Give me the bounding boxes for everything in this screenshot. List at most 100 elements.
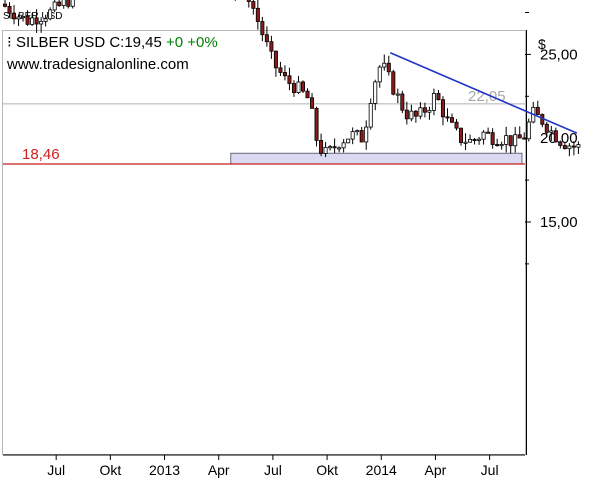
- candle-body: [264, 34, 269, 43]
- x-tick-label: Jul: [264, 462, 282, 478]
- y-tick-label: 15,00: [540, 214, 578, 231]
- candle-body: [66, 0, 71, 7]
- candle-body: [522, 137, 527, 140]
- candle-body: [282, 72, 287, 77]
- candle-body: [48, 9, 53, 20]
- candle-body: [355, 130, 360, 133]
- candle-body: [291, 83, 296, 93]
- candle-body: [490, 132, 495, 145]
- candle-body: [332, 146, 337, 149]
- candle-body: [418, 107, 423, 117]
- candle-body: [296, 81, 301, 93]
- candle-body: [504, 135, 509, 145]
- candle-body: [571, 145, 576, 148]
- candle-body: [562, 145, 567, 150]
- candle-body: [481, 131, 486, 140]
- candle-body: [526, 121, 531, 140]
- candle-body: [346, 138, 351, 144]
- candle-body: [30, 17, 35, 25]
- candle-body: [544, 123, 549, 133]
- candle-body: [463, 141, 468, 144]
- candle-body: [567, 145, 572, 150]
- candle-body: [377, 66, 382, 83]
- candle-body: [25, 16, 30, 25]
- candle-body: [269, 41, 274, 52]
- candle-body: [558, 141, 563, 146]
- candle-body: [255, 7, 260, 22]
- candle-body: [495, 144, 500, 147]
- candle-body: [364, 126, 369, 143]
- candle-body: [341, 142, 346, 149]
- candle-body: [391, 71, 396, 95]
- candle-body: [477, 138, 482, 141]
- unit-label: $: [538, 36, 546, 52]
- candle-body: [395, 93, 400, 96]
- lower-level-label: 18,46: [22, 146, 60, 163]
- candle-body: [468, 139, 473, 143]
- candle-body: [70, 0, 75, 7]
- candle-body: [422, 107, 427, 113]
- candle-body: [445, 116, 450, 119]
- candle-body: [431, 93, 436, 111]
- candle-body: [39, 20, 44, 25]
- y-tick-label: 25,00: [540, 46, 578, 63]
- candle-body: [323, 147, 328, 154]
- candle-body: [359, 130, 364, 143]
- candle-body: [260, 21, 265, 36]
- price-axis-line: [526, 30, 527, 455]
- candle-body: [382, 62, 387, 68]
- candle-body: [314, 107, 319, 141]
- candle-body: [549, 130, 554, 133]
- candle-body: [400, 93, 405, 111]
- candle-body: [319, 140, 324, 154]
- x-tick-label: 2013: [149, 462, 180, 478]
- candle-body: [12, 12, 17, 20]
- candle-body: [287, 75, 292, 84]
- x-tick-label: Jul: [481, 462, 499, 478]
- candle-body: [454, 121, 459, 129]
- candle-body: [300, 81, 305, 92]
- candle-body: [61, 0, 66, 6]
- toolbar-handle-icon[interactable]: ⁝: [7, 34, 12, 51]
- candle-body: [350, 131, 355, 140]
- x-tick-label: Apr: [425, 462, 447, 478]
- candle-body: [57, 1, 62, 6]
- x-tick-label: 2014: [366, 462, 397, 478]
- y-tick-label: 20,00: [540, 130, 578, 147]
- candle-body: [472, 139, 477, 142]
- candle-body: [34, 17, 39, 25]
- upper-level-label: 22,05: [468, 88, 506, 105]
- candle-body: [3, 3, 8, 7]
- candle-body: [459, 127, 464, 143]
- candle-body: [273, 50, 278, 69]
- candle-body: [409, 110, 414, 120]
- candle-body: [246, 0, 251, 2]
- chart-tab-title[interactable]: SILBER USD: [3, 11, 63, 22]
- candle-body: [278, 67, 283, 73]
- resistance-trendline: [389, 51, 578, 134]
- candle-body: [576, 144, 581, 148]
- candle-body: [436, 93, 441, 101]
- source-url[interactable]: www.tradesignalonline.com: [7, 56, 189, 73]
- x-tick-label: Apr: [208, 462, 230, 478]
- candle-body: [386, 62, 391, 73]
- candle-body: [305, 90, 310, 99]
- candle-body: [513, 134, 518, 147]
- candle-body: [251, 1, 256, 9]
- candle-body: [517, 134, 522, 139]
- candle-body: [52, 1, 57, 11]
- candle-body: [328, 146, 333, 149]
- candle-body: [449, 117, 454, 123]
- change-label: +0 +0%: [166, 34, 218, 51]
- symbol-close-label: SILBER USD C:19,45: [15, 34, 162, 51]
- candle-body: [16, 16, 21, 20]
- candle-body: [499, 144, 504, 147]
- candle-body: [373, 81, 378, 104]
- candle-body: [553, 130, 558, 143]
- candle-body: [43, 18, 48, 22]
- candle-body: [440, 99, 445, 118]
- candle-body: [508, 135, 513, 147]
- candle-body: [368, 103, 373, 128]
- x-tick-label: Jul: [47, 462, 65, 478]
